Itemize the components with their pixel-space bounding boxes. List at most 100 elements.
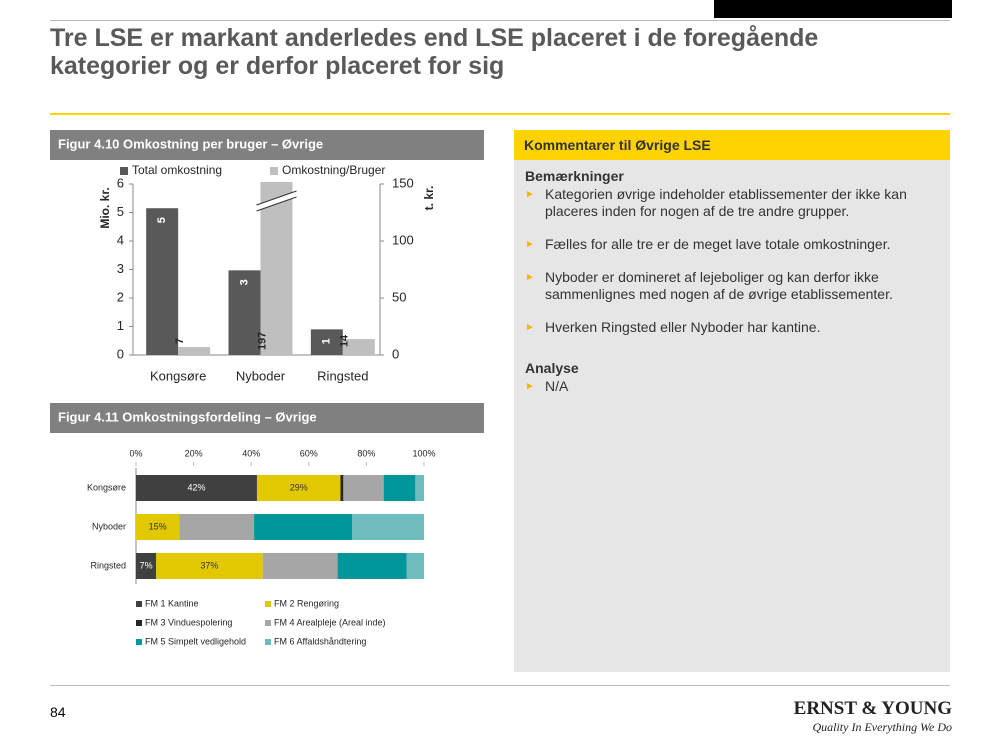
figure-header — [50, 403, 484, 433]
y-tick-label: 6 — [117, 175, 124, 190]
legend-swatch — [120, 167, 128, 175]
logo: ERNST & YOUNG Quality In Everything We D… — [794, 698, 952, 735]
value-label: 37% — [200, 560, 218, 570]
x-tick-label: Nyboder — [236, 368, 286, 383]
y-tick-label: Kongsøre — [87, 482, 126, 492]
bar-segment — [254, 514, 352, 540]
bar — [178, 347, 211, 355]
x-tick-label: Ringsted — [317, 368, 368, 383]
legend-label: FM 6 Affaldshåndtering — [274, 636, 366, 646]
legend-swatch — [270, 167, 278, 175]
page-number: 84 — [50, 704, 66, 720]
logo-tagline: Quality In Everything We Do — [812, 720, 952, 734]
x-tick-label: 80% — [357, 448, 375, 458]
logo-name: ERNST & YOUNG — [793, 698, 952, 719]
comment-section: Analyse N/A — [514, 352, 950, 395]
bar — [260, 182, 293, 355]
yellow-rule — [50, 113, 950, 115]
x-tick-label: 100% — [412, 448, 435, 458]
legend-swatch — [265, 620, 271, 626]
figure-header — [50, 130, 484, 160]
value-label: 197 — [256, 332, 268, 350]
bar-segment — [136, 475, 257, 501]
y-tick-label: 1 — [117, 318, 124, 333]
x-tick-label: 0% — [129, 448, 142, 458]
y-tick-label: 0 — [117, 346, 124, 361]
slide-title: Tre LSE er markant anderledes end LSE pl… — [50, 24, 819, 80]
legend-swatch — [136, 620, 142, 626]
legend-label: FM 4 Arealpleje (Areal inde) — [274, 617, 386, 627]
y-tick-label: Nyboder — [92, 521, 126, 531]
value-label: 5 — [156, 217, 168, 223]
bar-segment — [262, 553, 338, 579]
value-label: 15% — [149, 521, 167, 531]
value-label: 29% — [290, 482, 308, 492]
legend-label: Omkostning/Bruger — [282, 163, 385, 177]
bottom-rule — [50, 685, 950, 686]
y2-tick-label: 150 — [392, 175, 414, 190]
bullet-item: Kategorien øvrige indeholder etablisseme… — [525, 186, 920, 220]
y-axis-title: Mio. kr. — [98, 187, 112, 228]
bar-segment — [136, 514, 180, 540]
value-label: 14 — [339, 334, 351, 347]
bar — [310, 329, 343, 355]
x-tick-label: 40% — [242, 448, 260, 458]
bar-segment — [340, 475, 344, 501]
y-tick-label: 4 — [117, 232, 124, 247]
comment-section: Bemærkninger Kategorien øvrige indeholder… — [514, 160, 950, 336]
legend-label: Total omkostning — [132, 163, 222, 177]
legend-label: FM 3 Vinduespolering — [145, 617, 232, 627]
top-rule — [50, 20, 950, 21]
legend-label: FM 1 Kantine — [145, 598, 199, 608]
comment-header: Kommentarer til Øvrige LSE — [514, 130, 950, 160]
value-label: 42% — [187, 482, 205, 492]
bar-segment — [383, 475, 416, 501]
x-tick-label: Kongsøre — [150, 368, 206, 383]
figure-title: Figur 4.10 Omkostning per bruger – Øvrig… — [58, 136, 323, 151]
x-tick-label: 20% — [185, 448, 203, 458]
legend-swatch — [136, 601, 142, 607]
bar-segment — [256, 475, 341, 501]
legend-swatch — [265, 601, 271, 607]
bullet-item: Nyboder er domineret af lejeboliger og k… — [525, 269, 920, 303]
bullet-item: Fælles for alle tre er de meget lave tot… — [525, 236, 920, 253]
y2-tick-label: 50 — [392, 289, 406, 304]
value-label: 1 — [321, 338, 333, 344]
y2-tick-label: 100 — [392, 232, 414, 247]
value-label: 3 — [238, 279, 250, 285]
legend-swatch — [136, 639, 142, 645]
legend-label: FM 2 Rengøring — [274, 598, 339, 608]
bar-segment — [337, 553, 407, 579]
bar — [146, 208, 179, 355]
value-label: 7 — [174, 338, 186, 344]
figure-title: Figur 4.11 Omkostningsfordeling – Øvrige — [58, 409, 317, 424]
bar-segment — [415, 475, 424, 501]
axis-break — [256, 196, 297, 212]
bar-segment — [352, 514, 424, 540]
section-heading: Bemærkninger — [525, 168, 624, 184]
y-tick-label: Ringsted — [90, 560, 126, 570]
legend-label: FM 5 Simpelt vedligehold — [145, 636, 246, 646]
value-label: 7% — [140, 560, 153, 570]
bar — [228, 270, 261, 355]
x-tick-label: 60% — [300, 448, 318, 458]
axis-break — [255, 191, 298, 211]
y2-tick-label: 0 — [392, 346, 399, 361]
bullet-item: N/A — [525, 378, 920, 395]
bar-segment — [343, 475, 384, 501]
section-heading: Analyse — [525, 360, 579, 376]
comment-box: Kommentarer til Øvrige LSE Bemærkninger K… — [514, 130, 950, 672]
legend-swatch — [265, 639, 271, 645]
bullet-item: Hverken Ringsted eller Nyboder har kanti… — [525, 319, 920, 336]
bar-segment — [156, 553, 263, 579]
black-bar — [714, 0, 952, 18]
axis-break — [256, 190, 297, 206]
bar-segment — [179, 514, 255, 540]
bar-segment — [406, 553, 424, 579]
y-tick-label: 5 — [117, 204, 124, 219]
y2-axis-title: t. kr. — [422, 186, 436, 211]
y-tick-label: 2 — [117, 289, 124, 304]
bar — [342, 339, 375, 355]
